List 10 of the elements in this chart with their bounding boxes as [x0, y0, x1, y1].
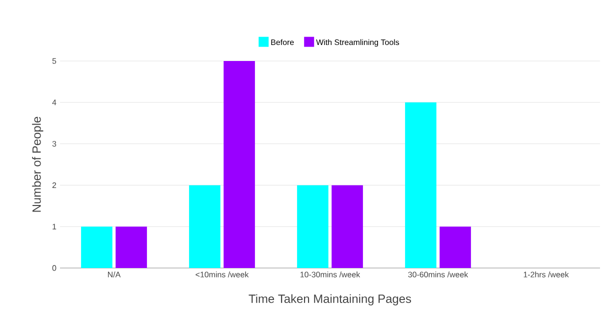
bar [189, 185, 220, 268]
bar [224, 61, 255, 268]
bar [440, 226, 471, 268]
bar [297, 185, 328, 268]
y-axis-title: Number of People [32, 116, 44, 212]
bar [81, 226, 112, 268]
bar [116, 226, 147, 268]
bar [332, 185, 363, 268]
x-axis-title: Time Taken Maintaining Pages [248, 294, 412, 306]
bar [405, 102, 436, 268]
